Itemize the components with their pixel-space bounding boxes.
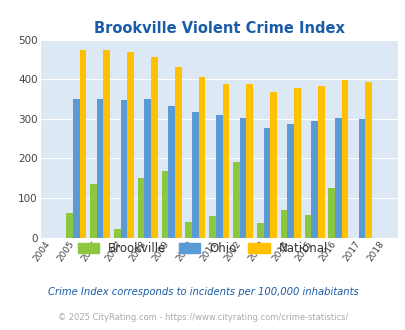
Bar [175, 67, 181, 238]
Bar [328, 188, 334, 238]
Bar [280, 210, 287, 238]
Bar [239, 118, 246, 238]
Bar [287, 123, 293, 238]
Bar [103, 50, 110, 238]
Bar [222, 83, 229, 238]
Bar [317, 85, 324, 238]
Bar [66, 213, 73, 238]
Bar [144, 99, 151, 238]
Bar [114, 229, 120, 238]
Bar [256, 222, 263, 238]
Bar [151, 57, 158, 238]
Bar [137, 178, 144, 238]
Bar [120, 100, 127, 238]
Bar [293, 88, 300, 238]
Bar [263, 127, 270, 238]
Bar [358, 119, 364, 238]
Bar [334, 118, 341, 238]
Title: Brookville Violent Crime Index: Brookville Violent Crime Index [94, 21, 344, 36]
Text: © 2025 CityRating.com - https://www.cityrating.com/crime-statistics/: © 2025 CityRating.com - https://www.city… [58, 313, 347, 322]
Bar [73, 99, 79, 238]
Bar [310, 121, 317, 238]
Bar [215, 115, 222, 238]
Bar [246, 83, 252, 238]
Bar [96, 99, 103, 238]
Bar [364, 82, 371, 238]
Bar [209, 216, 215, 238]
Bar [192, 112, 198, 238]
Bar [341, 81, 347, 238]
Bar [127, 52, 134, 238]
Bar [90, 184, 96, 238]
Text: Crime Index corresponds to incidents per 100,000 inhabitants: Crime Index corresponds to incidents per… [47, 287, 358, 297]
Bar [79, 50, 86, 238]
Bar [185, 222, 192, 238]
Legend: Brookville, Ohio, National: Brookville, Ohio, National [73, 237, 332, 260]
Bar [232, 162, 239, 238]
Bar [161, 172, 168, 238]
Bar [168, 106, 175, 238]
Bar [270, 92, 276, 238]
Bar [304, 215, 310, 238]
Bar [198, 77, 205, 238]
